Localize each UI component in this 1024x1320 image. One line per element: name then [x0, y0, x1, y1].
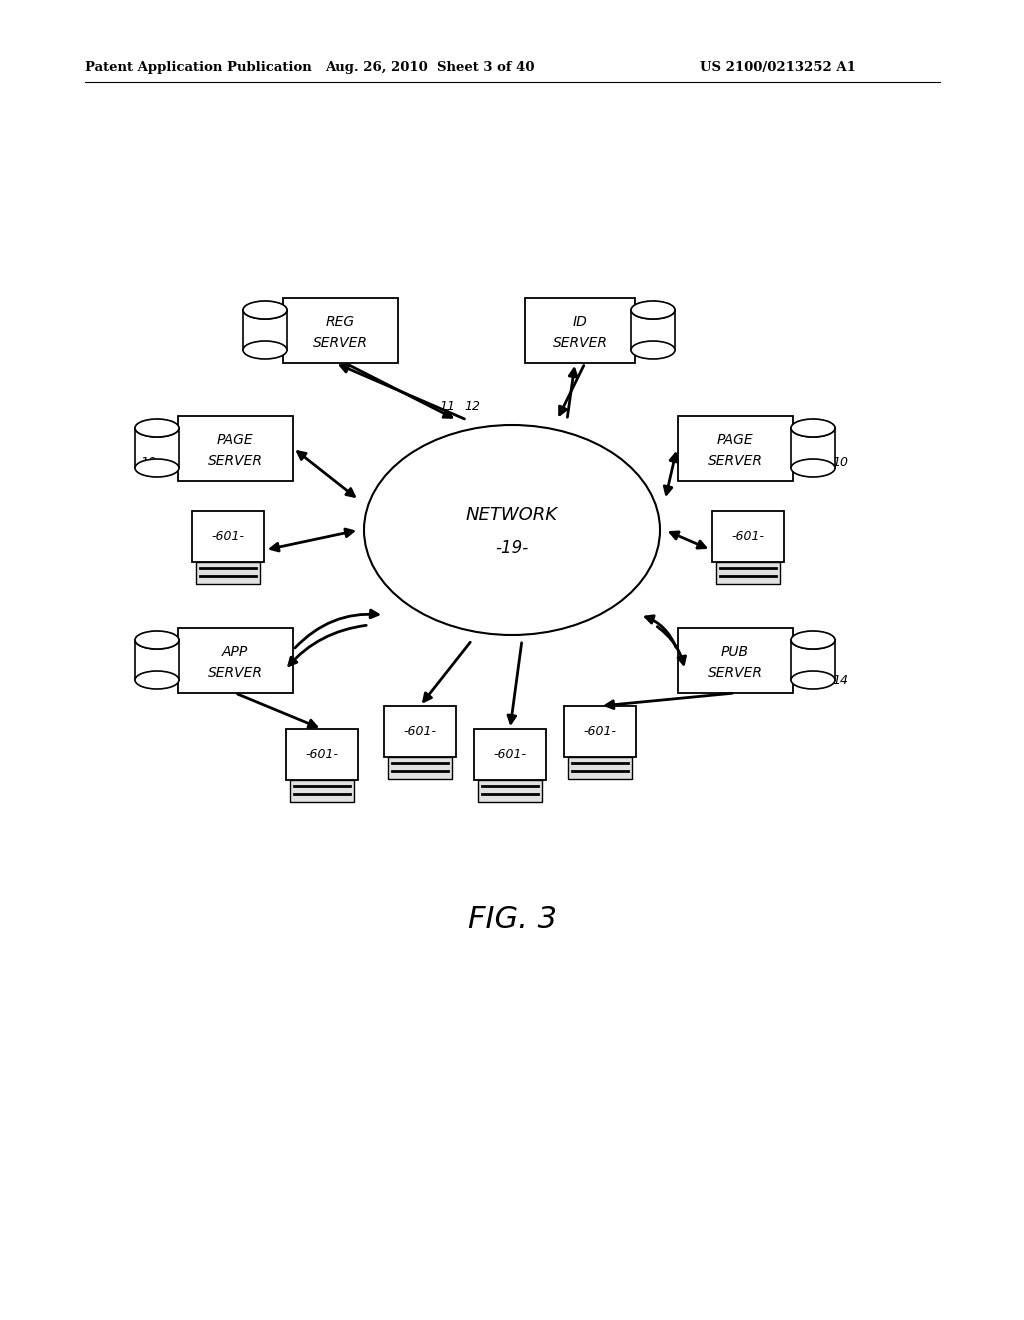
Bar	[474, 729, 546, 780]
Text: SERVER: SERVER	[312, 337, 368, 350]
Bar	[283, 297, 397, 363]
Ellipse shape	[243, 301, 287, 319]
Bar	[388, 756, 452, 779]
Bar	[678, 416, 793, 480]
Text: SERVER: SERVER	[708, 454, 763, 469]
Text: PUB: PUB	[721, 645, 749, 659]
Text: 11: 11	[439, 400, 455, 413]
Ellipse shape	[135, 671, 179, 689]
Bar	[286, 729, 358, 780]
Ellipse shape	[631, 301, 675, 319]
Bar	[193, 511, 264, 562]
Bar	[291, 780, 353, 801]
Text: PAGE: PAGE	[717, 433, 754, 447]
Text: SERVER: SERVER	[208, 454, 262, 469]
Text: -601-: -601-	[584, 725, 616, 738]
Text: REG: REG	[326, 315, 354, 329]
Ellipse shape	[135, 459, 179, 477]
Bar	[791, 640, 835, 680]
Bar	[712, 511, 784, 562]
Ellipse shape	[791, 671, 835, 689]
Text: NETWORK: NETWORK	[466, 506, 558, 524]
Bar	[678, 627, 793, 693]
Bar	[568, 756, 632, 779]
Text: -601-: -601-	[731, 529, 765, 543]
Bar	[525, 297, 635, 363]
Bar	[478, 780, 542, 801]
Ellipse shape	[791, 418, 835, 437]
Text: 13: 13	[147, 673, 163, 686]
Text: ID: ID	[572, 315, 588, 329]
Bar	[177, 627, 293, 693]
Text: 10: 10	[831, 455, 848, 469]
Text: -601-: -601-	[494, 748, 526, 760]
Ellipse shape	[135, 418, 179, 437]
Bar	[564, 706, 636, 756]
Text: 10: 10	[140, 455, 156, 469]
Text: -601-: -601-	[305, 748, 339, 760]
Text: FIG. 3: FIG. 3	[468, 906, 556, 935]
Bar	[631, 310, 675, 350]
Text: Aug. 26, 2010  Sheet 3 of 40: Aug. 26, 2010 Sheet 3 of 40	[326, 62, 535, 74]
Ellipse shape	[364, 425, 660, 635]
Bar	[717, 562, 779, 583]
Ellipse shape	[791, 459, 835, 477]
Ellipse shape	[243, 341, 287, 359]
Bar	[177, 416, 293, 480]
Bar	[197, 562, 260, 583]
Text: SERVER: SERVER	[553, 337, 607, 350]
Bar	[384, 706, 456, 756]
Text: 12: 12	[464, 400, 480, 413]
Ellipse shape	[135, 631, 179, 649]
Text: -19-: -19-	[496, 539, 528, 557]
Text: APP: APP	[222, 645, 248, 659]
Bar	[791, 428, 835, 469]
Text: -601-: -601-	[212, 529, 245, 543]
Text: Patent Application Publication: Patent Application Publication	[85, 62, 311, 74]
Text: 14: 14	[831, 673, 848, 686]
Text: SERVER: SERVER	[708, 667, 763, 680]
Bar	[243, 310, 287, 350]
Text: US 2100/0213252 A1: US 2100/0213252 A1	[700, 62, 856, 74]
Ellipse shape	[791, 631, 835, 649]
Bar	[135, 640, 179, 680]
Bar	[135, 428, 179, 469]
Text: SERVER: SERVER	[208, 667, 262, 680]
Ellipse shape	[631, 341, 675, 359]
Text: PAGE: PAGE	[217, 433, 253, 447]
Text: -601-: -601-	[403, 725, 436, 738]
